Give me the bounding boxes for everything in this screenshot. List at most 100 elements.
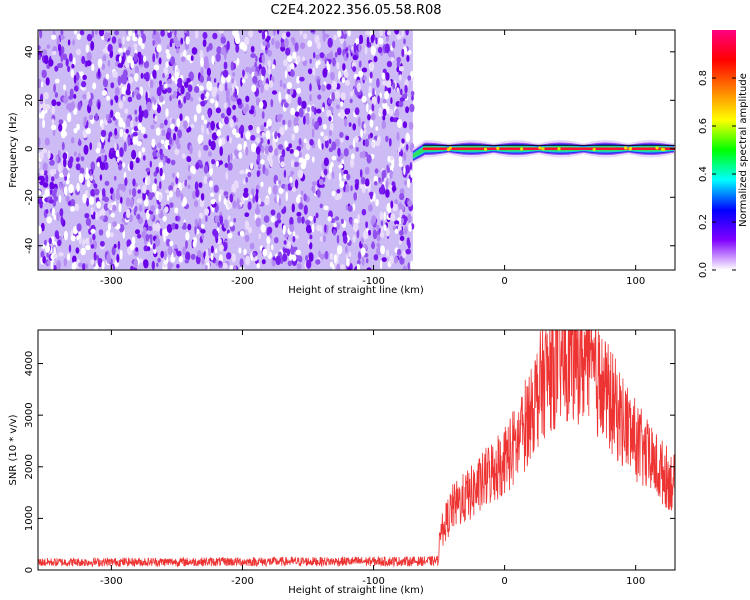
noise-speckle [384,43,390,54]
y-tick-label: 40 [24,45,35,58]
noise-speckle [307,68,313,75]
noise-speckle [169,137,173,145]
noise-speckle [125,30,129,36]
noise-speckle [399,255,403,265]
noise-speckle [365,30,370,36]
noise-speckle [177,129,183,139]
noise-speckle [231,77,235,84]
noise-speckle [60,30,64,36]
noise-speckle [138,112,143,123]
noise-speckle [216,46,222,55]
noise-speckle [70,69,75,78]
noise-speckle [85,244,91,251]
noise-speckle [274,148,278,157]
noise-speckle [123,133,127,141]
noise-speckle [137,36,143,46]
noise-speckle [143,109,149,119]
noise-speckle [157,142,162,149]
noise-speckle [396,66,400,73]
noise-speckle [260,181,264,188]
noise-speckle [58,119,64,125]
noise-speckle [224,82,228,92]
noise-speckle [243,187,249,193]
noise-speckle [118,48,123,53]
noise-speckle [248,124,254,131]
noise-speckle [51,106,56,115]
noise-speckle [361,150,366,159]
noise-speckle [223,191,229,196]
noise-speckle [237,143,243,151]
noise-speckle [210,199,216,205]
noise-speckle [407,262,411,270]
noise-speckle [250,53,256,59]
noise-speckle [229,193,234,203]
x-tick-label: -300 [100,276,123,287]
noise-speckle [191,47,198,55]
noise-speckle [80,247,86,256]
noise-speckle [323,157,329,167]
noise-speckle [232,71,236,78]
noise-speckle [381,72,386,80]
noise-speckle [348,122,352,127]
noise-speckle [223,102,227,109]
noise-speckle [344,184,350,193]
x-tick-label: -200 [231,276,254,287]
noise-speckle [232,104,237,111]
noise-speckle [136,233,142,239]
noise-speckle [291,186,297,192]
noise-speckle [254,61,257,68]
noise-speckle [132,187,137,198]
noise-speckle [159,167,163,177]
noise-speckle [158,57,162,65]
noise-speckle [290,159,295,168]
noise-speckle [84,213,90,219]
noise-speckle [357,251,362,261]
noise-speckle [186,156,191,162]
noise-speckle [124,177,128,186]
noise-speckle [371,103,375,112]
noise-speckle [399,193,405,201]
noise-speckle [289,216,294,227]
noise-speckle [282,119,286,126]
noise-speckle [42,182,49,188]
noise-speckle [362,139,366,146]
noise-speckle [225,171,229,181]
noise-speckle [346,258,350,263]
noise-speckle [402,121,408,129]
noise-speckle [301,190,304,196]
noise-speckle [360,247,366,256]
noise-speckle [285,93,289,100]
noise-speckle [208,42,213,51]
noise-speckle [128,76,133,84]
noise-speckle [65,196,70,203]
noise-speckle [83,116,88,124]
noise-speckle [38,176,44,181]
noise-speckle [305,219,311,226]
noise-speckle [102,78,109,88]
noise-speckle [332,264,335,270]
noise-speckle [152,150,157,158]
noise-speckle [117,75,122,86]
noise-speckle [377,177,382,183]
noise-speckle [172,132,177,141]
noise-speckle [305,224,312,234]
noise-speckle [400,88,403,96]
noise-speckle [311,181,318,186]
noise-speckle [159,228,163,237]
snr-plot-area [38,330,675,568]
noise-speckle [72,57,76,66]
noise-speckle [239,41,245,50]
noise-speckle [218,83,224,92]
noise-speckle [270,98,274,108]
noise-speckle [85,167,89,176]
noise-speckle [58,194,62,203]
noise-speckle [267,139,270,145]
signal-speckle [557,147,561,151]
noise-speckle [90,244,95,249]
noise-speckle [176,171,180,179]
snr-y-ticks: 0 1000 2000 3000 4000 [24,351,675,573]
noise-speckle [275,255,281,266]
noise-speckle [170,159,176,166]
noise-speckle [187,164,191,172]
noise-speckle [293,161,299,167]
